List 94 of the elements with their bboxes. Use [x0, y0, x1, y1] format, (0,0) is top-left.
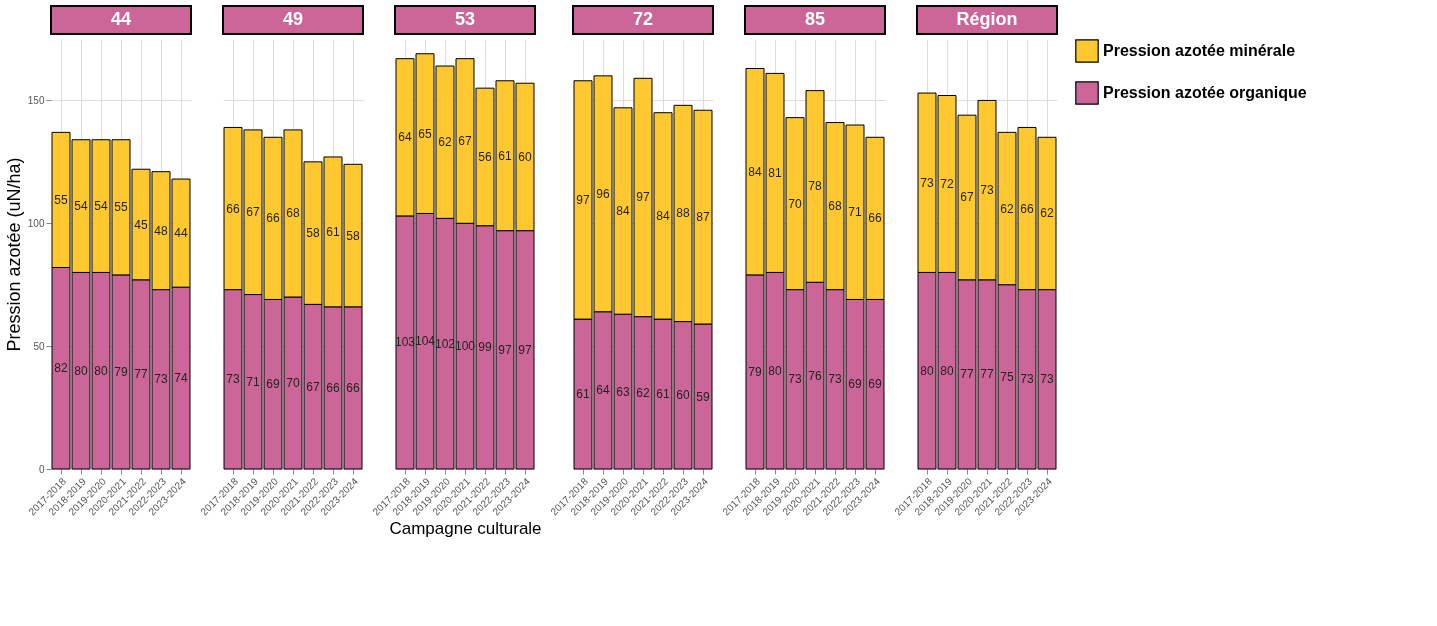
legend-label: Pression azotée organique [1103, 84, 1307, 101]
data-label: 54 [74, 199, 88, 214]
data-label: 61 [326, 224, 340, 239]
data-label: 97 [576, 192, 590, 207]
data-label: 68 [828, 199, 842, 214]
data-label: 48 [154, 223, 168, 238]
data-label: 74 [174, 371, 188, 386]
data-label: 76 [808, 368, 822, 383]
data-label: 73 [788, 372, 802, 387]
data-label: 70 [788, 196, 802, 211]
data-label: 80 [940, 363, 954, 378]
data-label: 84 [748, 164, 762, 179]
data-label: 66 [346, 380, 360, 395]
data-label: 73 [1040, 372, 1054, 387]
data-label: 97 [498, 342, 512, 357]
data-label: 84 [616, 204, 630, 218]
data-label: 79 [748, 364, 762, 379]
data-label: 77 [134, 367, 148, 382]
data-label: 71 [848, 205, 862, 220]
data-label: 66 [1020, 201, 1034, 216]
data-label: 99 [478, 340, 492, 355]
data-label: 97 [636, 190, 650, 205]
data-label: 80 [94, 363, 108, 378]
data-label: 80 [920, 363, 934, 378]
data-label: 71 [246, 374, 260, 389]
data-label: 73 [1020, 372, 1034, 387]
data-label: 54 [94, 199, 108, 214]
data-label: 59 [696, 389, 710, 404]
data-label: 58 [346, 228, 360, 243]
data-label: 63 [616, 384, 630, 399]
y-tick-label: 100 [27, 217, 45, 229]
data-label: 69 [848, 377, 862, 392]
data-label: 96 [596, 186, 610, 201]
data-label: 73 [920, 175, 934, 190]
data-label: 60 [676, 388, 690, 403]
data-label: 67 [246, 205, 260, 220]
data-label: 58 [306, 226, 320, 241]
data-label: 45 [134, 217, 148, 232]
y-axis-title: Pression azotée (uN/ha) [3, 157, 24, 352]
y-tick-label: 150 [27, 94, 45, 106]
data-label: 66 [868, 211, 882, 226]
data-label: 88 [676, 206, 690, 221]
data-label: 73 [154, 372, 168, 387]
data-label: 66 [266, 211, 280, 226]
chart-title: 44 [110, 9, 132, 29]
data-label: 79 [114, 364, 128, 379]
y-tick-label: 50 [33, 340, 45, 352]
y-tick-label: 0 [38, 463, 45, 475]
chart-title: 49 [282, 9, 304, 29]
data-label: 64 [398, 130, 412, 145]
data-label: 56 [478, 149, 492, 164]
chart-title: 53 [454, 9, 476, 29]
data-label: 65 [418, 126, 432, 141]
data-label: 81 [768, 165, 782, 180]
data-label: 61 [576, 387, 590, 402]
data-label: 69 [868, 377, 882, 392]
data-label: 73 [980, 183, 994, 198]
data-label: 66 [326, 380, 340, 395]
data-label: 61 [656, 387, 670, 402]
data-label: 68 [286, 206, 300, 221]
data-label: 77 [980, 367, 994, 382]
data-label: 61 [498, 148, 512, 163]
data-label: 62 [1000, 201, 1014, 216]
data-label: 67 [458, 133, 472, 148]
data-label: 66 [226, 201, 240, 216]
data-label: 75 [1000, 369, 1014, 384]
x-axis-title: Campagne culturale [389, 519, 542, 539]
legend-label: Pression azotée minérale [1103, 42, 1296, 59]
data-label: 80 [768, 363, 782, 378]
data-label: 73 [226, 372, 240, 387]
data-label: 78 [808, 179, 822, 194]
chart-title: 72 [632, 9, 654, 29]
chart-title: 85 [804, 9, 826, 29]
chart-title: Région [956, 9, 1018, 29]
data-label: 67 [306, 379, 320, 394]
data-label: 97 [518, 342, 532, 357]
data-label: 62 [438, 135, 452, 150]
data-label: 60 [518, 149, 532, 164]
data-label: 69 [266, 377, 280, 392]
data-label: 80 [74, 363, 88, 378]
data-label: 72 [940, 176, 954, 191]
data-label: 77 [960, 367, 974, 382]
data-label: 87 [696, 210, 710, 225]
data-label: 67 [960, 190, 974, 205]
data-label: 70 [286, 376, 300, 390]
data-label: 55 [54, 192, 68, 207]
data-label: 55 [114, 200, 128, 215]
data-label: 82 [54, 361, 68, 376]
data-label: 44 [174, 226, 188, 241]
data-label: 73 [828, 372, 842, 387]
data-label: 62 [636, 385, 650, 400]
data-label: 64 [596, 383, 610, 398]
data-label: 62 [1040, 206, 1054, 221]
data-label: 84 [656, 208, 670, 223]
